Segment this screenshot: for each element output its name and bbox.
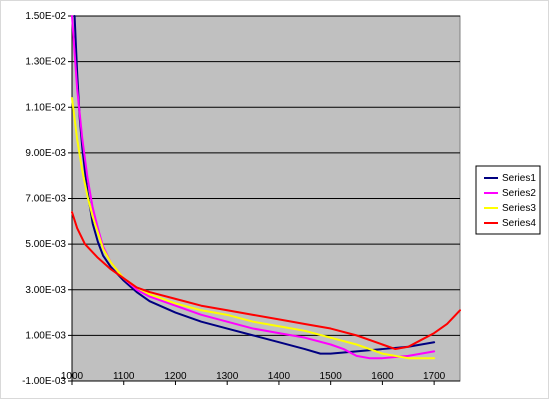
y-tick-label: 3.00E-03 — [25, 285, 66, 296]
y-tick-label: 5.00E-03 — [25, 239, 66, 250]
y-tick-label: 9.00E-03 — [25, 148, 66, 159]
series-line-series1 — [73, 15, 436, 355]
x-tick-label: 1500 — [320, 371, 343, 382]
legend-label: Series4 — [502, 218, 536, 229]
legend: Series1 Series2 Series3 Series4 — [475, 165, 541, 235]
y-tick-label: 1.00E-03 — [25, 330, 66, 341]
x-tick-label: 1100 — [113, 371, 135, 382]
y-tick-label: 1.50E-02 — [25, 11, 66, 22]
grid-lines — [72, 15, 460, 382]
series-line-series2 — [71, 15, 436, 360]
y-tick-label: 7.00E-03 — [25, 194, 66, 205]
y-tick-label: 1.10E-02 — [25, 102, 66, 113]
x-tick-label: 1200 — [164, 371, 187, 382]
legend-label: Series1 — [502, 173, 536, 184]
series-lines — [71, 15, 461, 360]
y-tick-label: -1.00E-03 — [22, 376, 66, 387]
y-tick-label: 1.30E-02 — [25, 57, 66, 68]
x-tick-label: 1400 — [268, 371, 291, 382]
series-line-series4 — [71, 211, 461, 351]
x-axis: 1000 1100 1200 1300 1400 1500 1600 1700 — [61, 371, 460, 385]
x-tick-label: 1700 — [423, 371, 446, 382]
legend-label: Series2 — [502, 188, 536, 199]
y-axis: -1.00E-03 1.00E-03 3.00E-03 5.00E-03 7.00E-0… — [22, 11, 73, 387]
series-line-series3 — [71, 97, 436, 360]
x-tick-label: 1000 — [61, 371, 84, 382]
legend-label: Series3 — [502, 203, 536, 214]
x-tick-label: 1300 — [216, 371, 239, 382]
x-tick-label: 1600 — [371, 371, 394, 382]
